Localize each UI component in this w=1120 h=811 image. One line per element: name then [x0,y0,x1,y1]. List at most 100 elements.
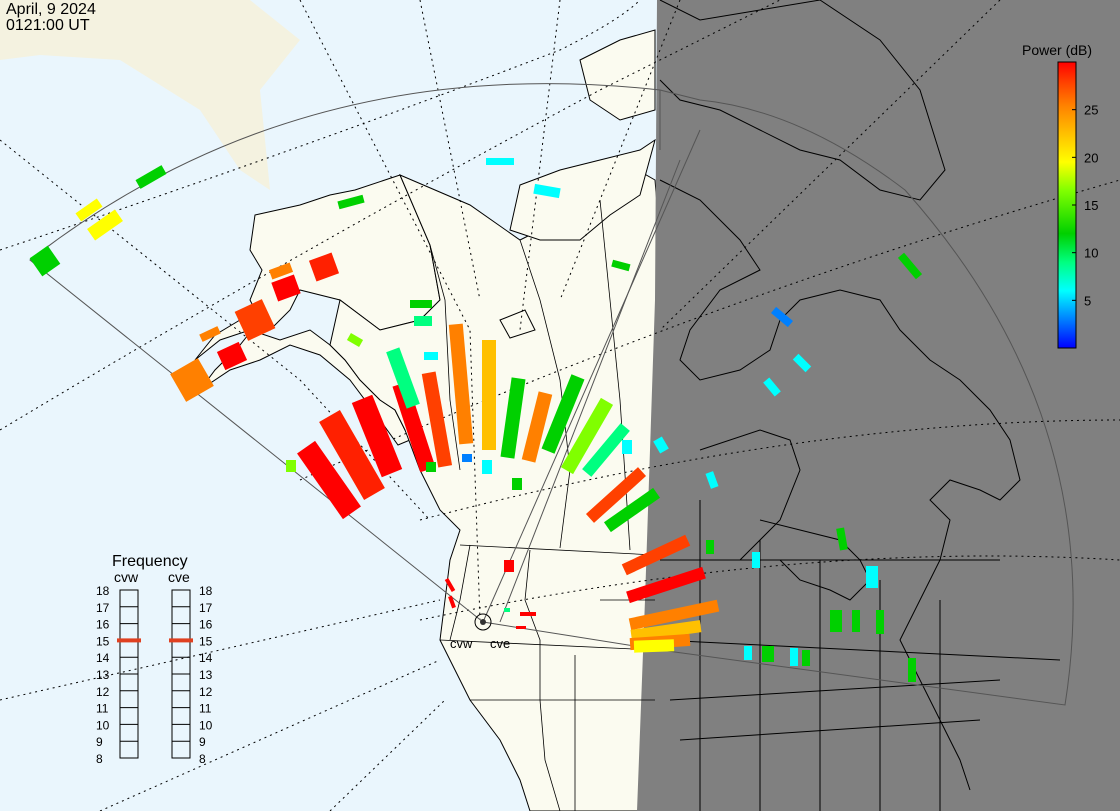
scatter-cell [630,620,702,642]
scatter-cell [752,552,760,568]
scatter-cell [75,198,103,222]
fields-of-view [29,83,1074,706]
frequency-label-left: 15 [96,634,110,648]
colorbar-tick-label: 20 [1084,150,1098,165]
scatter-cell [611,259,631,272]
scatter-cell [135,165,167,189]
scatter-cell [286,460,296,472]
radar-site [474,613,492,631]
scatter-cell [337,194,365,210]
frequency-marker [169,638,193,643]
scatter-cell [762,646,774,662]
scatter-cell [876,610,884,634]
frequency-label-left: 16 [96,618,110,632]
scatter-cell [308,252,340,282]
frequency-label-right: 11 [199,702,212,716]
scatter-cell [29,245,61,277]
land [0,0,661,811]
frequency-label-left: 8 [96,752,103,766]
scatter-cell [516,626,526,629]
colorbar-tick-label: 10 [1084,246,1098,261]
frequency-label-left: 9 [96,735,103,749]
frequency-label-right: 8 [199,752,206,766]
scatter-cell [426,462,436,472]
scatter-cell [521,391,553,463]
scatter-cell [830,610,842,632]
scatter-cell [351,394,403,478]
scatter-cell [448,595,456,609]
scatter-cell [744,646,752,660]
scatter-cell [170,358,214,402]
scatter-cell [199,326,221,342]
scatter-cell [462,454,472,462]
scatter-cell [512,478,522,490]
scatter-cells [29,158,923,682]
scatter-cell [802,650,810,666]
colorbar-title: Power (dB) [1022,42,1092,58]
scatter-cell [582,423,630,477]
frequency-label-left: 10 [96,718,110,732]
scatter-cell [482,340,496,450]
colorbar-tick-label: 25 [1084,103,1098,118]
date-label: April, 9 2024 [6,1,96,18]
scatter-cell [444,577,456,593]
frequency-label-right: 12 [199,685,213,699]
scatter-cell [500,377,526,459]
frequency-label-right: 13 [199,668,213,682]
frequency-label-left: 14 [96,651,110,665]
scatter-cell [234,299,276,341]
scatter-cell [504,560,514,572]
scatter-cell [541,374,585,454]
political-boundaries [429,199,656,811]
scatter-cell [852,610,860,632]
scatter-cell [268,262,294,280]
frequency-label-left: 13 [96,668,110,682]
frequency-label-right: 18 [199,584,213,598]
scatter-cell [448,323,474,445]
scatter-cell [585,467,647,523]
scatter-cell [836,527,848,551]
scatter-cell [621,534,691,576]
scatter-cell [706,540,714,554]
scatter-cell [87,209,123,241]
scatter-cell [633,639,675,653]
scatter-cell [386,347,420,409]
scatter-cell [653,436,669,454]
scatter-cell [482,460,492,474]
scatter-cell [771,306,793,328]
frequency-label-left: 17 [96,601,110,615]
scatter-cell [410,300,432,308]
scatter-cell [297,440,361,520]
scatter-cell [504,608,510,612]
radar-label-cvw: cvw [450,636,473,651]
frequency-title: Frequency [112,553,188,570]
scatter-cell [626,566,706,604]
frequency-label-left: 12 [96,685,110,699]
scatter-cell [414,316,432,326]
scatter-cell [392,381,436,473]
scatter-cell [346,333,364,347]
frequency-radar-name-cve: cve [168,569,190,585]
scatter-cell [763,377,781,397]
frequency-grid: 18 18 17 17 16 16 15 15 14 14 13 13 12 12 11 11 10 10 9 9 8 8 [96,584,213,766]
scatter-cell [421,371,453,468]
scatter-cell [908,658,916,682]
scatter-cell [705,471,719,489]
scatter-cell [792,353,812,373]
scatter-cell [897,252,923,280]
scatter-cell [560,397,614,475]
frequency-label-right: 16 [199,618,213,632]
frequency-label-right: 14 [199,651,213,665]
frequency-label-right: 9 [199,735,206,749]
time-label: 0121:00 UT [6,17,90,34]
scatter-cell [866,566,878,588]
frequency-label-left: 18 [96,584,110,598]
scatter-cell [271,274,301,302]
scatter-cell [520,612,536,616]
frequency-label-right: 17 [199,601,213,615]
colorbar-ticks: 5 10 15 20 25 [1072,103,1098,308]
radar-label-cve: cve [490,636,510,651]
power-colorbar: Power (dB) 5 10 15 20 25 [1022,42,1098,349]
colorbar-tick-label: 15 [1084,198,1098,213]
scatter-cell [533,183,561,199]
